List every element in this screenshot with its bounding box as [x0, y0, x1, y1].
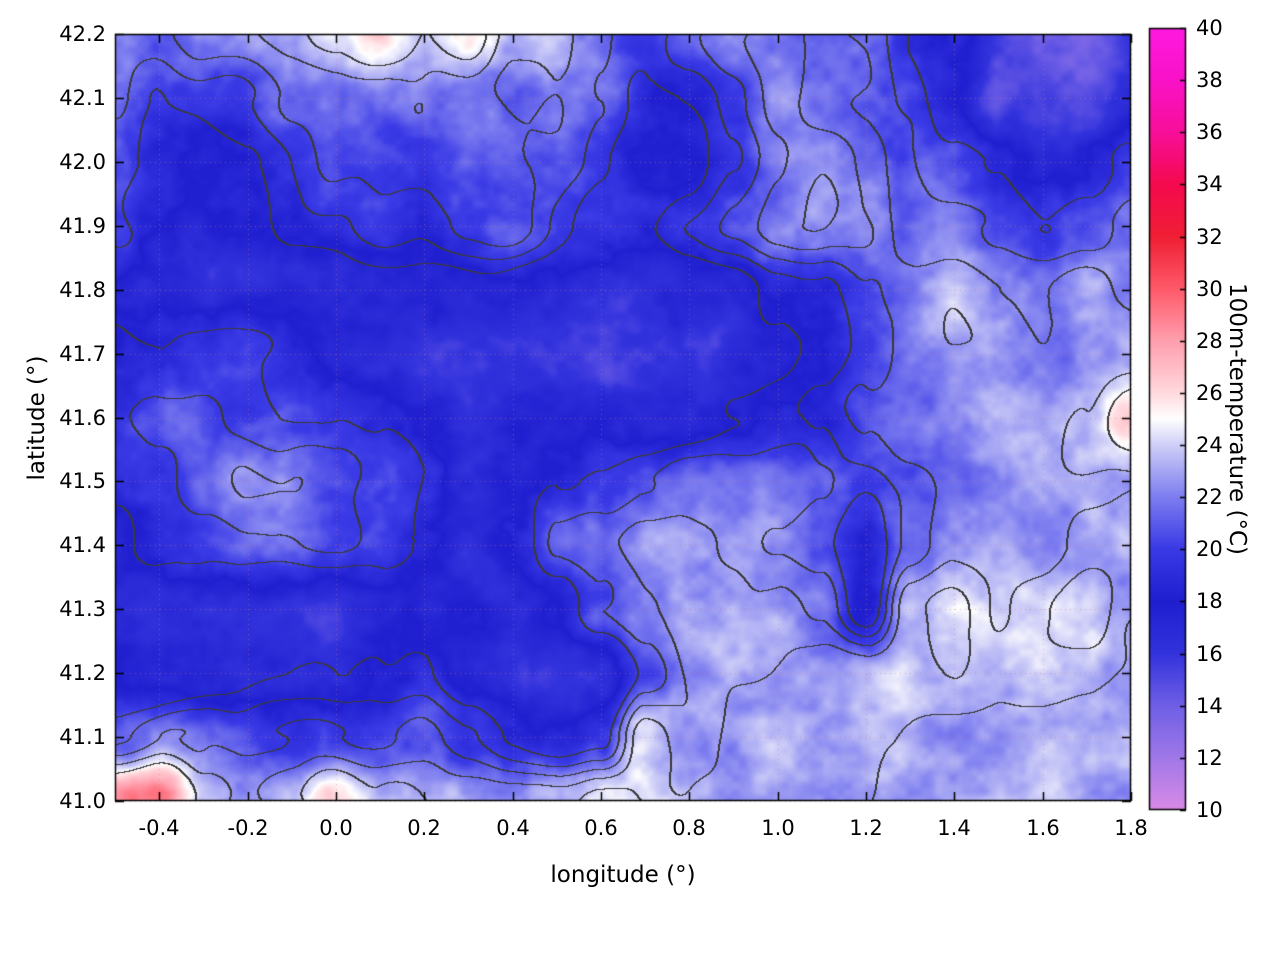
x-tick-label: 0.8: [672, 816, 706, 840]
y-tick-label: 41.6: [59, 406, 106, 430]
x-tick-label: 1.0: [761, 816, 795, 840]
colorbar-tick-label: 16: [1196, 642, 1223, 666]
y-tick-label: 41.0: [59, 789, 106, 813]
y-tick-label: 41.9: [59, 214, 106, 238]
colorbar-title: 100m-temperature (°C): [1224, 283, 1250, 555]
y-tick-label: 41.5: [59, 469, 106, 493]
colorbar-tick-label: 24: [1196, 433, 1223, 457]
x-tick-label: 1.6: [1026, 816, 1060, 840]
y-tick-label: 41.1: [59, 725, 106, 749]
colorbar-tick-label: 14: [1196, 694, 1223, 718]
colorbar-tick-label: 40: [1196, 16, 1223, 40]
y-tick-label: 42.1: [59, 86, 106, 110]
colorbar-tick-label: 22: [1196, 485, 1223, 509]
colorbar-tick-label: 36: [1196, 120, 1223, 144]
y-tick-label: 41.8: [59, 278, 106, 302]
colorbar-tick-label: 26: [1196, 381, 1223, 405]
x-tick-label: 0.4: [496, 816, 530, 840]
x-tick-label: 0.2: [407, 816, 441, 840]
y-tick-label: 42.2: [59, 22, 106, 46]
y-tick-label: 41.7: [59, 342, 106, 366]
colorbar-tick-label: 10: [1196, 798, 1223, 822]
colorbar-tick-label: 18: [1196, 589, 1223, 613]
colorbar-tick-label: 34: [1196, 172, 1223, 196]
x-tick-label: 1.2: [849, 816, 883, 840]
x-tick-label: 1.4: [937, 816, 971, 840]
colorbar-tick-label: 28: [1196, 329, 1223, 353]
y-tick-label: 42.0: [59, 150, 106, 174]
colorbar-tick-label: 12: [1196, 746, 1223, 770]
colorbar-tick-label: 38: [1196, 68, 1223, 92]
colorbar-tick-label: 20: [1196, 537, 1223, 561]
y-tick-label: 41.3: [59, 597, 106, 621]
x-tick-label: -0.4: [138, 816, 180, 840]
y-tick-label: 41.2: [59, 661, 106, 685]
colorbar-tick-label: 32: [1196, 225, 1223, 249]
x-tick-label: -0.2: [227, 816, 269, 840]
colorbar-tick-label: 30: [1196, 277, 1223, 301]
y-tick-label: 41.4: [59, 533, 106, 557]
x-axis-title: longitude (°): [550, 862, 696, 888]
x-tick-label: 0.6: [584, 816, 618, 840]
x-tick-label: 1.8: [1114, 816, 1148, 840]
x-tick-label: 0.0: [319, 816, 353, 840]
